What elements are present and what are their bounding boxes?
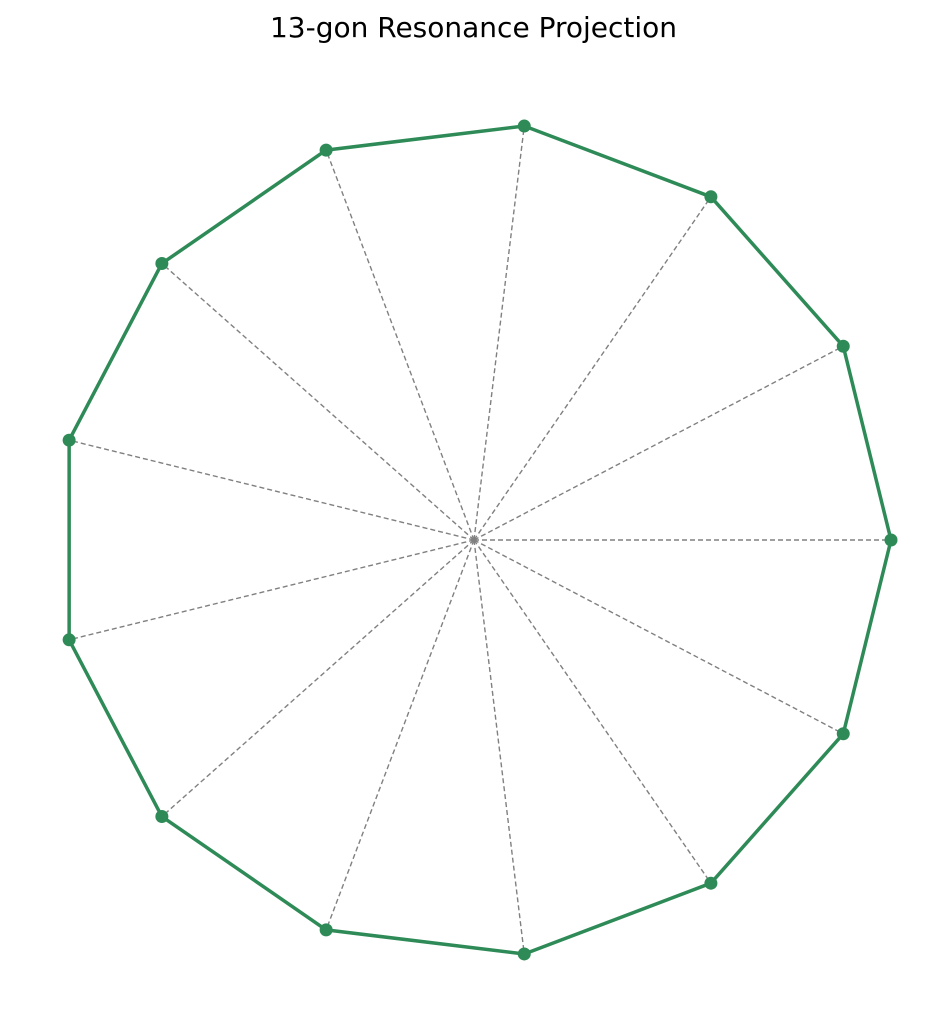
polygon-edge-3 (324, 124, 526, 152)
spoke-line-7 (68, 539, 475, 641)
spoke-line-11 (473, 539, 712, 884)
polygon-edge-9 (324, 928, 526, 956)
spokes-layer (68, 125, 891, 955)
vertex-point-3 (517, 119, 531, 133)
spoke-line-8 (161, 539, 475, 818)
vertex-point-10 (517, 947, 531, 961)
polygon-layer (67, 124, 893, 956)
polygon-edge-5 (67, 261, 164, 442)
vertex-point-8 (155, 810, 169, 824)
vertex-point-0 (884, 533, 898, 547)
spoke-line-10 (473, 539, 525, 955)
polygon-edge-12 (841, 538, 893, 736)
vertex-point-7 (62, 633, 76, 647)
spoke-line-4 (325, 149, 475, 541)
polygon-edge-0 (841, 344, 893, 542)
vertex-point-6 (62, 433, 76, 447)
vertex-point-5 (155, 256, 169, 270)
spoke-line-6 (68, 439, 475, 541)
polygon-edge-11 (709, 732, 846, 885)
polygon-edge-10 (522, 881, 713, 956)
spoke-line-5 (161, 262, 475, 541)
vertex-point-12 (836, 727, 850, 741)
spoke-line-1 (473, 345, 844, 541)
chart-title: 13-gon Resonance Projection (269, 11, 678, 44)
polygon-edge-7 (67, 638, 164, 819)
spoke-line-3 (473, 125, 525, 541)
polygon-edge-4 (160, 148, 328, 266)
spoke-line-2 (473, 196, 712, 541)
polygon-edge-1 (709, 195, 846, 348)
polygon-edge-2 (522, 124, 713, 199)
vertex-point-11 (704, 876, 718, 890)
vertex-point-2 (704, 190, 718, 204)
polygon-edge-8 (160, 814, 328, 932)
vertex-point-4 (319, 143, 333, 157)
vertex-point-9 (319, 923, 333, 937)
spoke-line-12 (473, 539, 844, 735)
vertex-point-1 (836, 339, 850, 353)
vertex-points-layer (62, 119, 898, 961)
spoke-line-9 (325, 539, 475, 931)
